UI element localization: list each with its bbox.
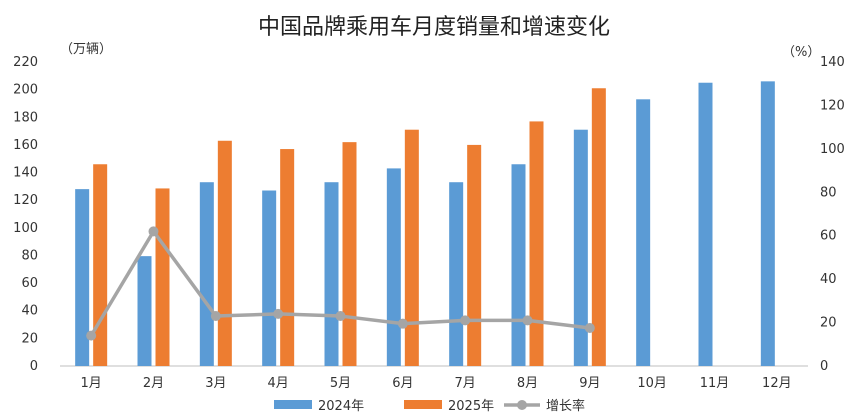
legend-label: 增长率	[546, 398, 585, 414]
bar-2025	[529, 121, 544, 366]
bar-2024	[262, 190, 277, 366]
legend: 2024年 2025年 增长率	[274, 398, 585, 414]
y-tick-label: 220	[13, 55, 38, 70]
bar-2025	[155, 188, 170, 366]
y2-tick-label: 40	[820, 272, 837, 287]
bar-2025	[280, 149, 295, 366]
y-tick-label: 80	[21, 248, 38, 263]
bar-2024	[449, 182, 464, 366]
x-tick-label: 2月	[143, 376, 164, 391]
bar-2024	[386, 168, 401, 366]
bar-2024	[698, 82, 713, 367]
bar-2024	[760, 81, 775, 366]
x-tick-label: 5月	[330, 376, 351, 391]
right-axis-unit: （%）	[782, 45, 820, 60]
growth-rate-point	[273, 308, 284, 319]
y-tick-label: 100	[13, 221, 38, 236]
x-tick-label: 12月	[762, 376, 792, 391]
bar-2024	[573, 129, 588, 366]
y2-tick-label: 140	[820, 55, 845, 70]
x-tick-label: 7月	[455, 376, 476, 391]
y-tick-label: 120	[13, 193, 38, 208]
bar-2024	[199, 182, 214, 366]
growth-rate-point	[460, 315, 471, 326]
y-tick-label: 200	[13, 83, 38, 98]
y-tick-label: 0	[30, 359, 38, 374]
x-tick-label: 1月	[81, 376, 102, 391]
plot-area: 0 20 40 60 80 100 120 140 160 180 200 220 0 20 40 60 80 1…	[13, 55, 845, 391]
bar-2024	[137, 256, 152, 366]
bar-2024	[636, 99, 651, 367]
growth-rate-point	[335, 311, 346, 322]
x-tick-label: 11月	[700, 376, 730, 391]
y-tick-label: 20	[21, 331, 38, 346]
chart-title: 中国品牌乘用车月度销量和增速变化	[258, 15, 610, 40]
growth-rate-point	[210, 311, 221, 322]
bar-2024	[324, 182, 339, 366]
bar-2024	[511, 164, 526, 366]
legend-label: 2024年	[318, 399, 364, 414]
growth-rate-point	[522, 315, 533, 326]
growth-rate-point	[86, 330, 97, 341]
x-tick-label: 6月	[392, 376, 413, 391]
bar-2025	[591, 88, 606, 366]
legend-marker-growth	[517, 400, 527, 410]
y-tick-label: 140	[13, 166, 38, 181]
y-tick-label: 60	[21, 276, 38, 291]
legend-label: 2025年	[448, 399, 494, 414]
x-tick-label: 8月	[517, 376, 538, 391]
bar-2024	[75, 189, 90, 366]
y-tick-label: 40	[21, 304, 38, 319]
x-tick-label: 4月	[268, 376, 289, 391]
y2-tick-label: 100	[820, 142, 845, 157]
legend-swatch-2024	[274, 400, 312, 409]
y2-tick-label: 20	[820, 316, 837, 331]
bar-2025	[342, 142, 357, 366]
x-tick-label: 9月	[579, 376, 600, 391]
y2-tick-label: 120	[820, 98, 845, 113]
bar-2025	[467, 144, 482, 366]
left-axis-unit: （万辆）	[60, 42, 112, 57]
y2-tick-label: 0	[820, 359, 828, 374]
x-tick-label: 3月	[205, 376, 226, 391]
growth-rate-point	[397, 318, 408, 329]
y2-tick-label: 80	[820, 185, 837, 200]
bar-2025	[217, 140, 232, 366]
x-tick-label: 10月	[637, 376, 667, 391]
bar-2025	[404, 129, 419, 366]
growth-rate-point	[148, 226, 159, 237]
legend-swatch-2025	[404, 400, 442, 409]
y2-tick-label: 60	[820, 229, 837, 244]
y-tick-label: 160	[13, 138, 38, 153]
growth-rate-point	[584, 323, 595, 333]
y-tick-label: 180	[13, 110, 38, 125]
